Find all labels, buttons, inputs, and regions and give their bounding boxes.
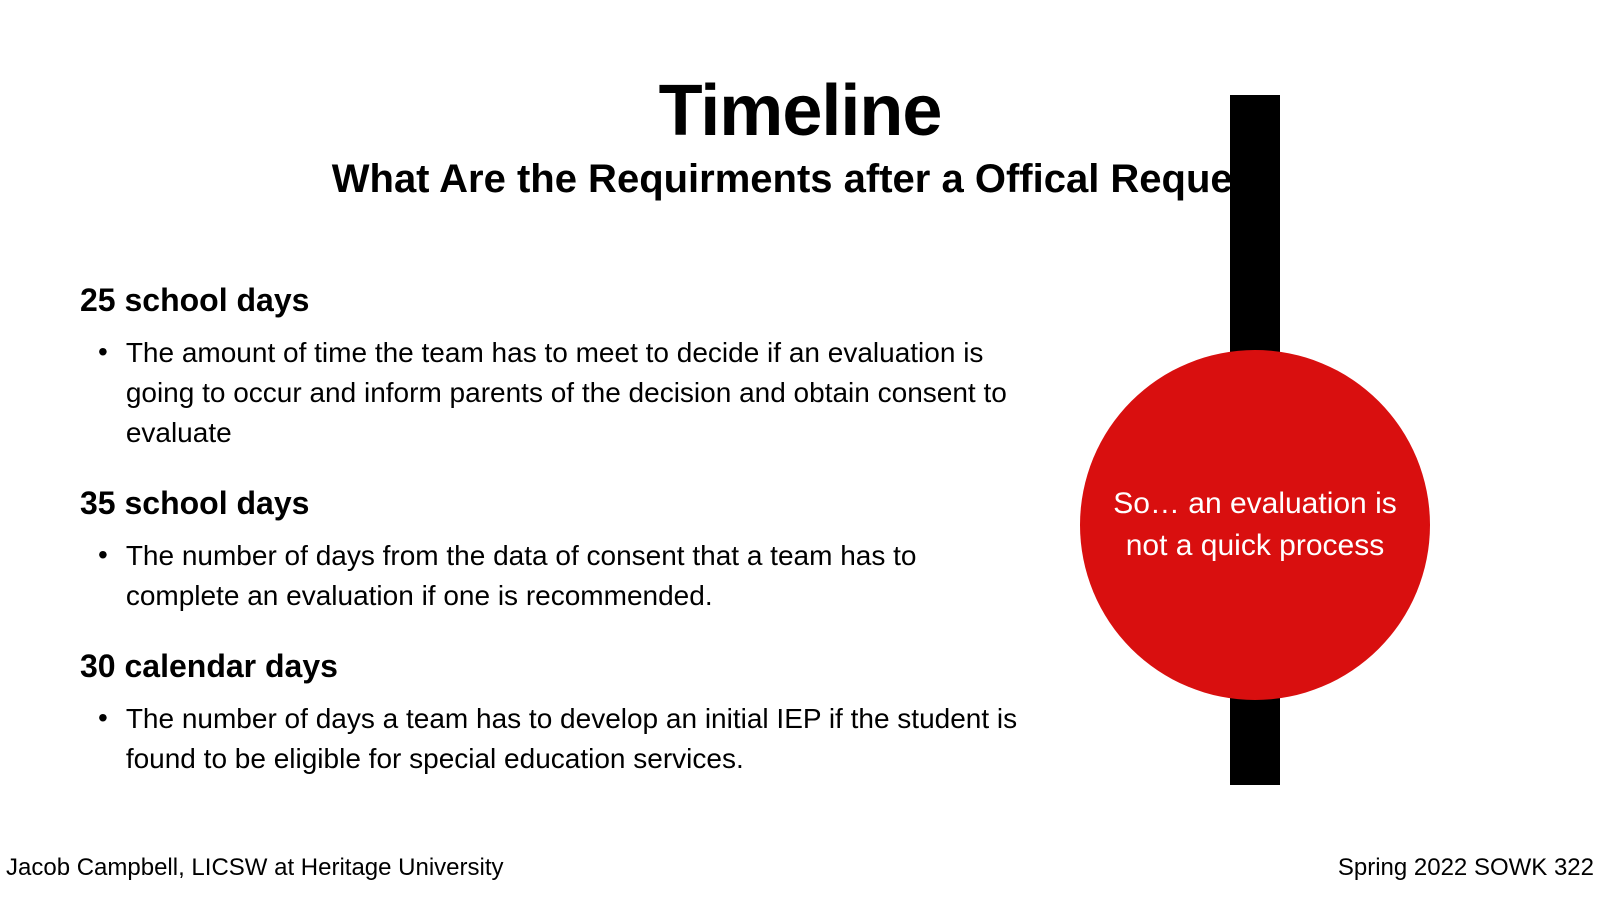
section-heading: 35 school days: [80, 485, 1020, 522]
timeline-section: 30 calendar days • The number of days a …: [80, 648, 1020, 779]
callout-circle: So… an evaluation is not a quick process: [1080, 350, 1430, 700]
footer-left: Jacob Campbell, LICSW at Heritage Univer…: [6, 854, 504, 882]
timeline-section: 35 school days • The number of days from…: [80, 485, 1020, 616]
callout-text: So… an evaluation is not a quick process: [1110, 483, 1400, 567]
bullet-text: The number of days from the data of cons…: [126, 536, 1020, 616]
slide-header: Timeline What Are the Requirments after …: [300, 0, 1300, 202]
slide-title: Timeline: [300, 70, 1300, 152]
bullet-text: The number of days a team has to develop…: [126, 699, 1020, 779]
section-heading: 25 school days: [80, 282, 1020, 319]
bullet-item: • The amount of time the team has to mee…: [80, 333, 1020, 453]
slide-footer: Jacob Campbell, LICSW at Heritage Univer…: [0, 854, 1600, 882]
slide-content: 25 school days • The amount of time the …: [0, 202, 1020, 779]
slide-subtitle: What Are the Requirments after a Offical…: [300, 157, 1300, 202]
timeline-section: 25 school days • The amount of time the …: [80, 282, 1020, 453]
bullet-marker: •: [98, 536, 108, 574]
footer-right: Spring 2022 SOWK 322: [1338, 854, 1594, 882]
bullet-item: • The number of days a team has to devel…: [80, 699, 1020, 779]
section-heading: 30 calendar days: [80, 648, 1020, 685]
bullet-item: • The number of days from the data of co…: [80, 536, 1020, 616]
bullet-marker: •: [98, 333, 108, 371]
bullet-text: The amount of time the team has to meet …: [126, 333, 1020, 453]
bullet-marker: •: [98, 699, 108, 737]
